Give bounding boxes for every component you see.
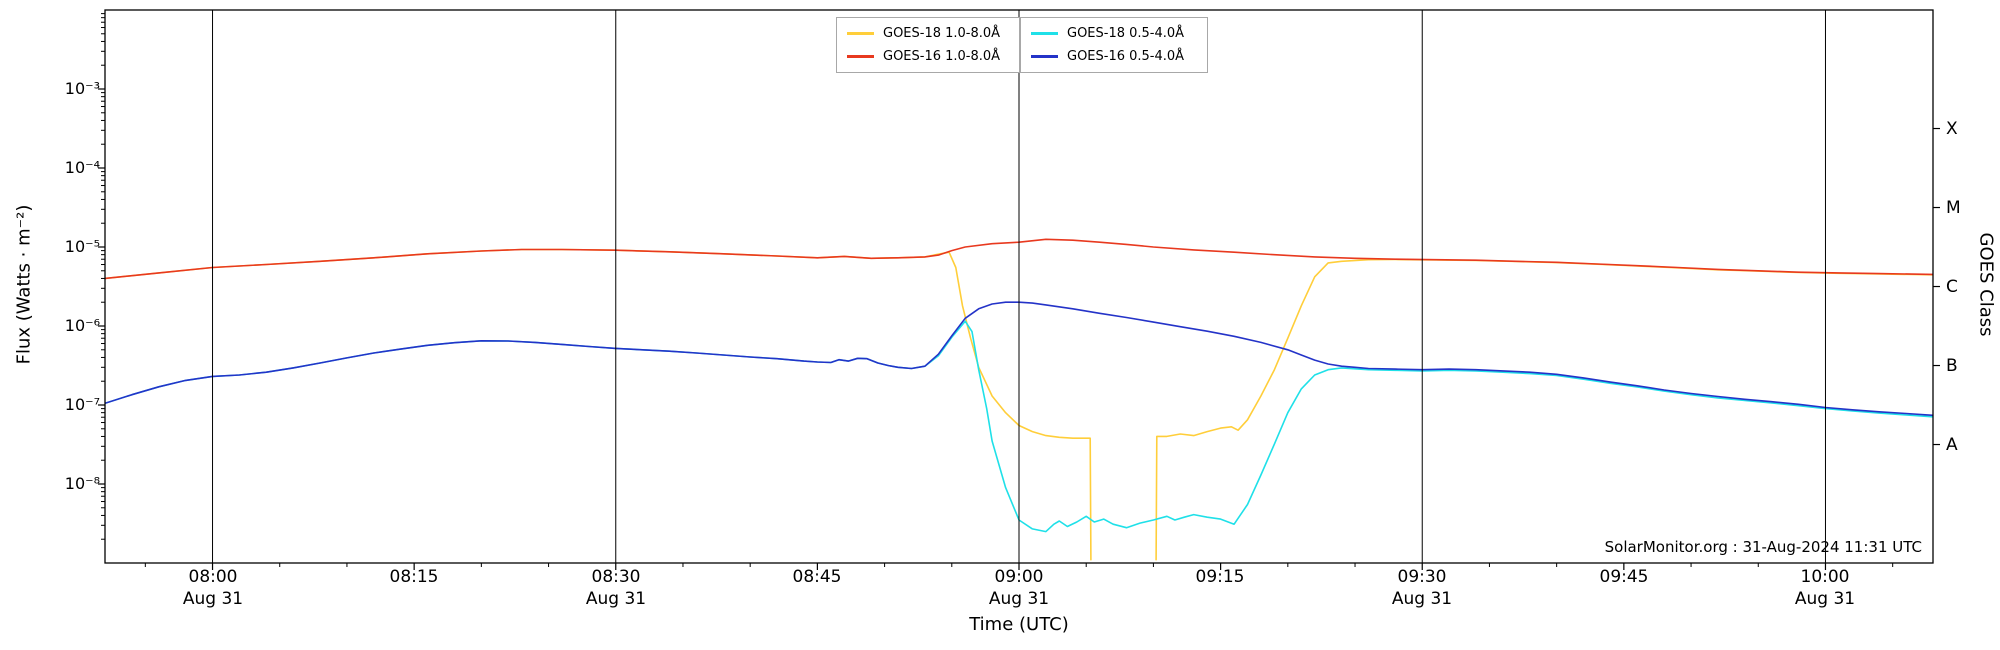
legend-box-long-channel: GOES-18 1.0-8.0Å GOES-16 1.0-8.0Å [836,17,1020,73]
x-date-label: Aug 31 [182,589,244,609]
goes-class-m-label: M [1946,198,1961,218]
legend-item: GOES-18 0.5-4.0Å [1031,22,1197,45]
goes-class-b-label: B [1946,356,1958,376]
x-tick-label: 08:15 [389,567,439,587]
x-tick-label: 09:00 [994,567,1044,587]
goes-class-x-label: X [1946,119,1958,139]
x-axis-title: Time (UTC) [969,614,1069,635]
x-date-label: Aug 31 [1391,589,1453,609]
x-tick-label: 09:45 [1599,567,1649,587]
legend-swatch-goes18-long [847,32,874,35]
x-tick-label: 08:00 [188,567,238,587]
legend-item: GOES-16 1.0-8.0Å [847,45,1009,68]
right-axis-title: GOES Class [1975,232,1997,337]
y-axis-title: Flux (Watts · m⁻²) [13,204,35,365]
watermark: SolarMonitor.org : 31-Aug-2024 11:31 UTC [1604,538,1922,556]
legend-item: GOES-16 0.5-4.0Å [1031,45,1197,68]
legend-swatch-goes16-long [847,55,874,58]
x-tick-label: 09:15 [1195,567,1245,587]
x-date-label: Aug 31 [585,589,647,609]
legend-swatch-goes18-short [1031,32,1058,35]
x-date-label: Aug 31 [1794,589,1856,609]
legend-box-short-channel: GOES-18 0.5-4.0Å GOES-16 0.5-4.0Å [1020,17,1208,73]
y-tick-label: 10⁻³ [64,79,100,98]
y-tick-label: 10⁻⁵ [64,237,100,256]
legend-swatch-goes16-short [1031,55,1058,58]
y-tick-label: 10⁻⁸ [64,474,100,493]
goes-class-a-label: A [1946,435,1958,455]
series-goes16-short-line [105,301,1933,417]
legend-label: GOES-16 1.0-8.0Å [883,49,1001,64]
goes-class-c-label: C [1946,277,1958,297]
legend-label: GOES-18 1.0-8.0Å [883,26,1001,41]
x-tick-label: 09:30 [1397,567,1447,587]
x-tick-label: 08:45 [792,567,842,587]
x-tick-label: 10:00 [1800,567,1850,587]
series-goes16-long-line [105,238,1933,280]
series-group [105,238,1933,561]
y-tick-label: 10⁻⁷ [64,395,100,414]
x-tick-label: 08:30 [591,567,641,587]
legend-label: GOES-18 0.5-4.0Å [1067,26,1185,41]
y-tick-label: 10⁻⁴ [64,158,100,177]
legend-label: GOES-16 0.5-4.0Å [1067,49,1185,64]
y-tick-label: 10⁻⁶ [64,316,100,335]
legend-item: GOES-18 1.0-8.0Å [847,22,1009,45]
x-date-label: Aug 31 [988,589,1050,609]
